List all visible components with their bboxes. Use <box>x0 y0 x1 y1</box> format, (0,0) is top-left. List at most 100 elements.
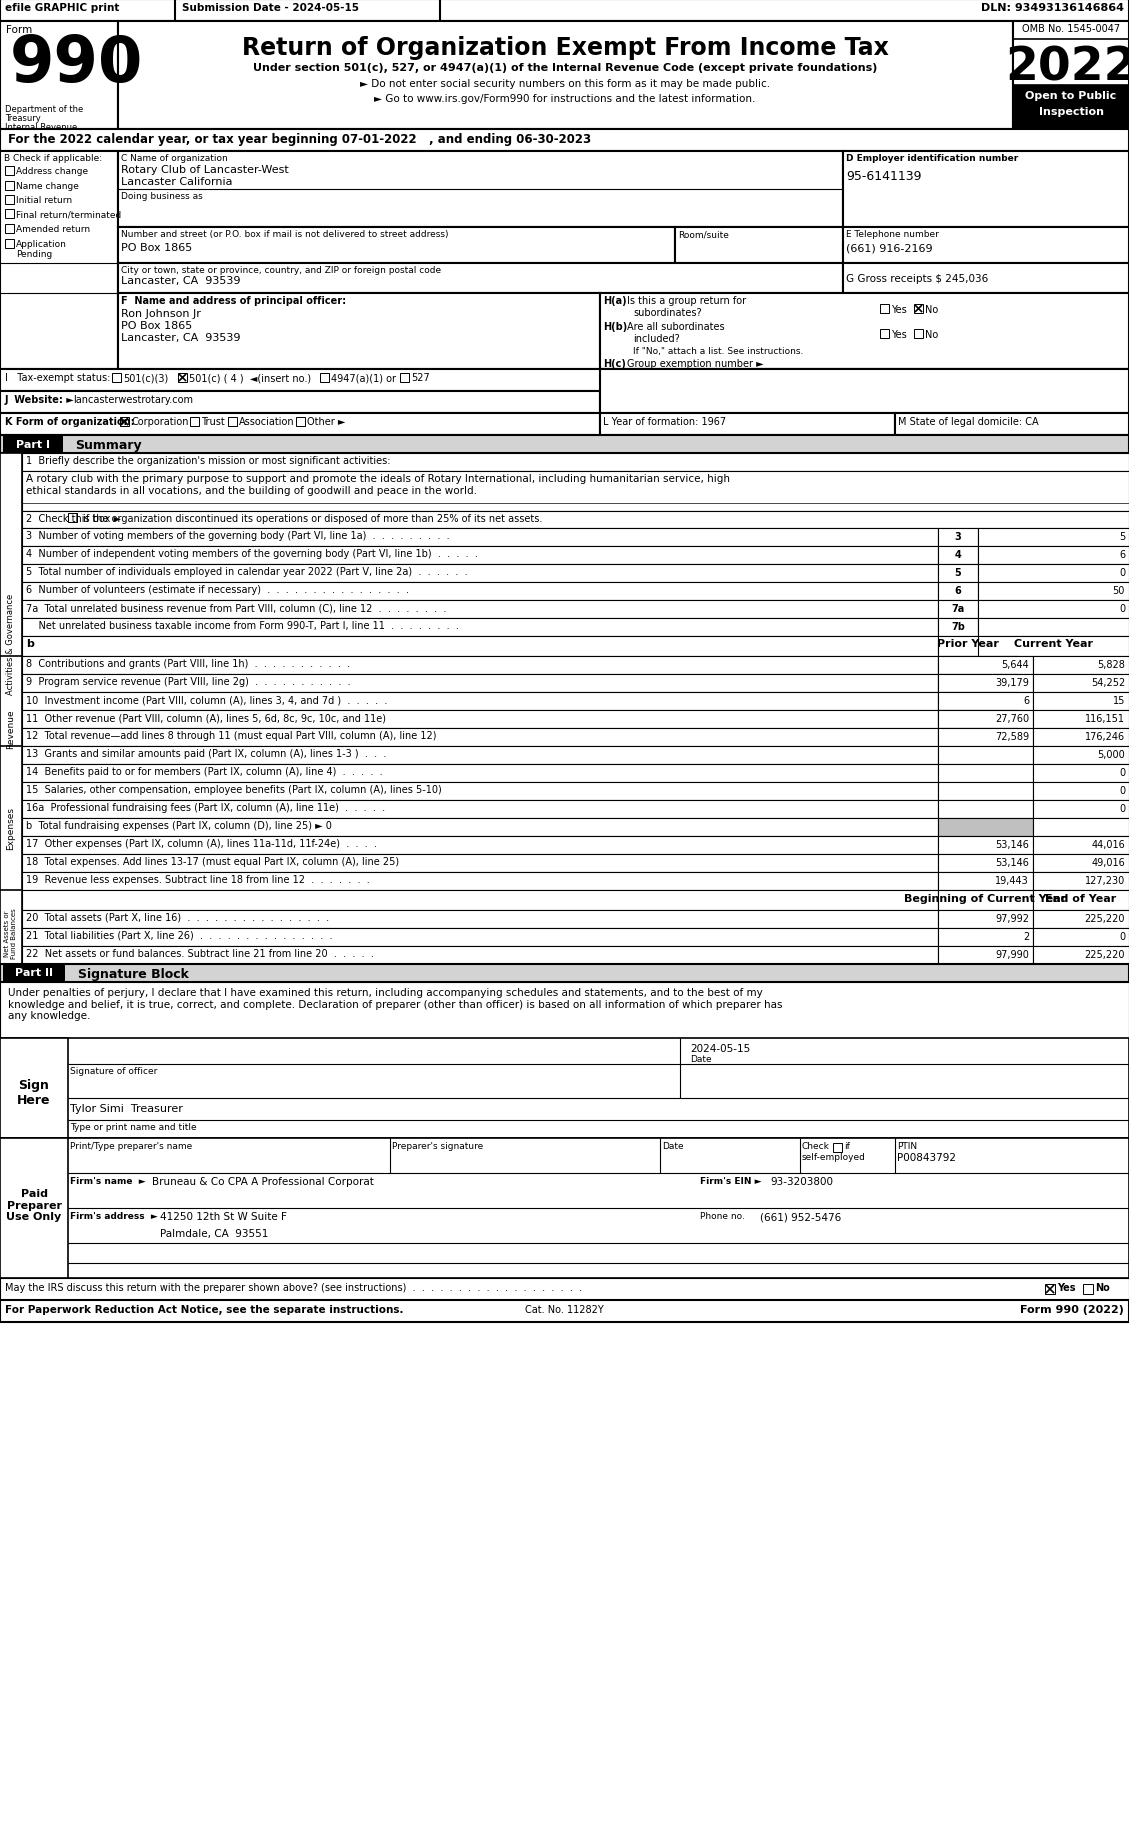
Text: 127,230: 127,230 <box>1085 875 1124 886</box>
Bar <box>21 891 938 911</box>
Text: 20  Total assets (Part X, line 16)  .  .  .  .  .  .  .  .  .  .  .  .  .  .  . : 20 Total assets (Part X, line 16) . . . … <box>26 913 330 922</box>
Text: lancasterwestrotary.com: lancasterwestrotary.com <box>73 395 193 404</box>
Text: 72,589: 72,589 <box>995 732 1029 741</box>
Text: Print/Type preparer's name: Print/Type preparer's name <box>70 1142 192 1151</box>
Bar <box>978 529 1129 547</box>
Bar <box>978 582 1129 600</box>
Bar <box>21 946 938 964</box>
Text: 2024-05-15: 2024-05-15 <box>690 1043 751 1054</box>
Text: 21  Total liabilities (Part X, line 26)  .  .  .  .  .  .  .  .  .  .  .  .  .  : 21 Total liabilities (Part X, line 26) .… <box>26 930 333 941</box>
Bar <box>0 747 21 910</box>
Text: 6: 6 <box>955 586 962 597</box>
Bar <box>938 529 978 547</box>
Text: 16a  Professional fundraising fees (Part IX, column (A), line 11e)  .  .  .  .  : 16a Professional fundraising fees (Part … <box>26 803 385 813</box>
Text: 0: 0 <box>1119 604 1124 613</box>
Text: Part II: Part II <box>15 968 53 977</box>
Text: Internal Revenue: Internal Revenue <box>5 123 77 132</box>
Bar <box>5 181 14 190</box>
Text: 5: 5 <box>955 567 962 578</box>
Text: Revenue: Revenue <box>7 708 16 748</box>
Text: 7a  Total unrelated business revenue from Part VIII, column (C), line 12  .  .  : 7a Total unrelated business revenue from… <box>26 602 446 613</box>
Text: For the 2022 calendar year, or tax year beginning 07-01-2022   , and ending 06-3: For the 2022 calendar year, or tax year … <box>8 134 592 146</box>
Text: Yes: Yes <box>891 329 907 340</box>
Bar <box>978 565 1129 582</box>
Text: 1  Briefly describe the organization's mission or most significant activities:: 1 Briefly describe the organization's mi… <box>26 456 391 467</box>
Bar <box>21 637 938 657</box>
Bar <box>599 295 1129 370</box>
Bar <box>938 692 1018 710</box>
Text: Application
Pending: Application Pending <box>16 240 67 260</box>
Bar <box>978 619 1129 637</box>
Text: b: b <box>26 639 34 648</box>
Text: Initial return: Initial return <box>16 196 72 205</box>
Text: Check: Check <box>802 1142 830 1151</box>
Text: 15: 15 <box>1112 695 1124 706</box>
Bar <box>21 692 938 710</box>
Bar <box>5 210 14 220</box>
Text: Palmdale, CA  93551: Palmdale, CA 93551 <box>160 1228 269 1239</box>
Text: 41250 12th St W Suite F: 41250 12th St W Suite F <box>160 1211 287 1221</box>
Text: 4947(a)(1) or: 4947(a)(1) or <box>331 373 396 382</box>
Bar <box>938 692 1033 710</box>
Bar <box>21 565 938 582</box>
Text: Firm's name  ►: Firm's name ► <box>70 1177 146 1186</box>
Bar <box>5 167 14 176</box>
Text: Preparer's signature: Preparer's signature <box>392 1142 483 1151</box>
Bar <box>0 1138 68 1279</box>
Text: No: No <box>1095 1283 1110 1292</box>
Text: Yes: Yes <box>891 306 907 315</box>
Bar <box>21 800 938 818</box>
Bar <box>119 264 843 295</box>
Bar <box>0 891 21 977</box>
Bar <box>938 873 1033 891</box>
Text: Is this a group return for: Is this a group return for <box>627 296 746 306</box>
Bar <box>21 675 938 692</box>
Bar <box>1033 911 1129 928</box>
Bar <box>21 855 938 873</box>
Text: 18  Total expenses. Add lines 13-17 (must equal Part IX, column (A), line 25): 18 Total expenses. Add lines 13-17 (must… <box>26 856 400 867</box>
Bar <box>843 264 1129 295</box>
Text: 93-3203800: 93-3203800 <box>770 1177 833 1186</box>
Text: Are all subordinates: Are all subordinates <box>627 322 725 331</box>
Bar <box>938 765 1033 783</box>
Text: 7b: 7b <box>951 622 965 631</box>
Text: 0: 0 <box>1119 931 1124 941</box>
Text: 97,992: 97,992 <box>995 913 1029 924</box>
Bar <box>1033 818 1129 836</box>
Text: 0: 0 <box>1119 785 1124 796</box>
Text: Lancaster California: Lancaster California <box>121 178 233 187</box>
Text: 5,000: 5,000 <box>1097 750 1124 759</box>
Text: Summary: Summary <box>75 439 141 452</box>
Bar <box>675 229 843 264</box>
Bar <box>938 728 1018 747</box>
Bar <box>21 512 1129 529</box>
Text: I   Tax-exempt status:: I Tax-exempt status: <box>5 373 111 382</box>
Bar <box>938 582 978 600</box>
Text: Under section 501(c), 527, or 4947(a)(1) of the Internal Revenue Code (except pr: Under section 501(c), 527, or 4947(a)(1)… <box>253 62 877 73</box>
Bar <box>938 855 1033 873</box>
Bar <box>21 818 938 836</box>
Bar <box>21 928 938 946</box>
Bar <box>1033 946 1129 964</box>
Bar <box>119 229 675 264</box>
Bar <box>938 600 978 619</box>
Text: Yes: Yes <box>1057 1283 1076 1292</box>
Text: Sign
Here: Sign Here <box>17 1078 51 1107</box>
Bar <box>0 392 599 414</box>
Text: PO Box 1865: PO Box 1865 <box>121 243 192 253</box>
Bar <box>119 22 1013 130</box>
Text: Lancaster, CA  93539: Lancaster, CA 93539 <box>121 333 240 342</box>
Bar <box>1033 747 1129 765</box>
Bar <box>1033 873 1129 891</box>
Bar <box>0 22 119 130</box>
Text: ► Go to www.irs.gov/Form990 for instructions and the latest information.: ► Go to www.irs.gov/Form990 for instruct… <box>375 93 755 104</box>
Text: DLN: 93493136146864: DLN: 93493136146864 <box>981 4 1124 13</box>
Text: 10  Investment income (Part VIII, column (A), lines 3, 4, and 7d )  .  .  .  .  : 10 Investment income (Part VIII, column … <box>26 695 387 705</box>
Text: PTIN: PTIN <box>898 1142 917 1151</box>
Bar <box>938 891 1033 911</box>
Text: D Employer identification number: D Employer identification number <box>846 154 1018 163</box>
Bar <box>21 582 938 600</box>
Text: End of Year: End of Year <box>1045 893 1117 904</box>
Text: ► Do not enter social security numbers on this form as it may be made public.: ► Do not enter social security numbers o… <box>360 79 770 90</box>
Text: if: if <box>844 1142 850 1151</box>
